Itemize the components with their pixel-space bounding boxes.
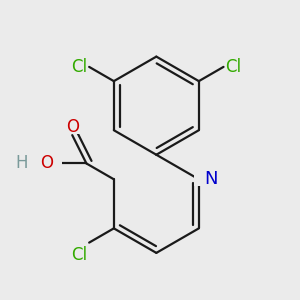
FancyBboxPatch shape [194,172,213,186]
Text: Cl: Cl [71,58,88,76]
FancyBboxPatch shape [25,157,37,170]
Text: H: H [15,154,28,172]
Text: Cl: Cl [71,246,88,264]
Text: O: O [66,118,79,136]
Text: N: N [205,170,218,188]
FancyBboxPatch shape [64,121,81,134]
FancyBboxPatch shape [41,157,62,170]
Text: O: O [40,154,53,172]
Text: Cl: Cl [225,58,241,76]
